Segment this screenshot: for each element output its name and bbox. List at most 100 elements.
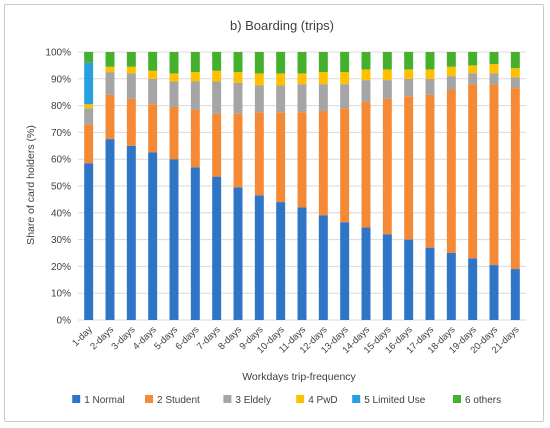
bar-segment — [318, 215, 328, 320]
bar-segment — [489, 265, 499, 320]
x-tick-labels: 1-day2-days3-days4-days5-days6-days7-day… — [70, 324, 521, 356]
bar-segment — [190, 72, 200, 82]
bar-segment — [382, 80, 392, 99]
bar-segment — [169, 106, 179, 160]
bar-segment — [276, 52, 286, 74]
legend-swatch — [352, 395, 361, 403]
bar-segment — [212, 176, 222, 320]
bar-segment — [510, 269, 520, 320]
bar-segment — [148, 70, 158, 79]
bar-segment — [105, 139, 115, 320]
bar-segment — [340, 72, 350, 85]
bar-segment — [190, 109, 200, 168]
bar-segment — [254, 195, 264, 320]
bar-segment — [190, 81, 200, 110]
bar-segment — [318, 84, 328, 111]
bar-segment — [233, 52, 243, 73]
y-tick-label: 10% — [51, 289, 71, 300]
bar-segment — [276, 202, 286, 320]
legend-label: 1 Normal — [84, 395, 125, 406]
bar-segment — [340, 52, 350, 73]
y-tick-label: 60% — [51, 155, 71, 166]
bar-segment — [212, 52, 222, 71]
bar-segment — [510, 52, 520, 69]
bar-segment — [425, 69, 435, 79]
bar-segment — [446, 66, 456, 77]
bar-segment — [169, 81, 179, 107]
bar-segment — [84, 124, 94, 164]
bar-segment — [233, 82, 243, 114]
bar-segment — [361, 101, 371, 228]
bar-segment — [169, 159, 179, 320]
bar-segment — [468, 84, 478, 259]
bar-segment — [425, 52, 435, 70]
bar-segment — [254, 52, 264, 74]
bar-segment — [105, 66, 115, 73]
y-tick-label: 50% — [51, 182, 71, 193]
bar-segment — [382, 98, 392, 235]
bar-segment — [212, 70, 222, 82]
bar-segment — [276, 112, 286, 203]
bar-segment — [318, 52, 328, 73]
bar-segment — [84, 62, 94, 105]
bar-segment — [510, 68, 520, 78]
bar-segment — [510, 77, 520, 89]
bar-segment — [446, 76, 456, 90]
bar-segment — [254, 85, 264, 113]
bar-segment — [468, 73, 478, 85]
bar-segment — [233, 187, 243, 320]
bar-segment — [169, 73, 179, 82]
bar-segment — [84, 163, 94, 320]
bar-segment — [340, 108, 350, 223]
bar-segment — [105, 52, 115, 67]
bar-segment — [404, 69, 414, 79]
legend-label: 5 Limited Use — [364, 395, 426, 406]
bar-segment — [212, 113, 222, 177]
y-tick-label: 40% — [51, 208, 71, 219]
bar-segment — [254, 73, 264, 86]
y-tick-labels: 0% 10% 20% 30% 40% 50% 60% 70% 80% 90% 100% — [45, 48, 71, 327]
bar-segment — [169, 52, 179, 74]
bar-segment — [190, 167, 200, 320]
bar-segment — [148, 78, 158, 105]
bar-segment — [425, 78, 435, 95]
y-tick-label: 20% — [51, 262, 71, 273]
bar-segment — [404, 52, 414, 70]
y-axis-label: Share of card holders (%) — [25, 125, 37, 245]
bar-segment — [425, 94, 435, 248]
bar-segment — [105, 72, 115, 95]
bar-segment — [489, 52, 499, 65]
bar-segment — [404, 96, 414, 240]
bar-segment — [446, 89, 456, 254]
bar-segment — [510, 88, 520, 270]
y-tick-label: 90% — [51, 74, 71, 85]
bar-segment — [126, 98, 136, 146]
bar-segment — [382, 69, 392, 81]
bar-segment — [361, 52, 371, 70]
bar-segment — [361, 69, 371, 81]
bar-segment — [468, 52, 478, 66]
bar-segment — [84, 104, 94, 109]
bar-segment — [148, 104, 158, 153]
bar-segment — [276, 73, 286, 86]
bar-segment — [276, 85, 286, 113]
bar-segment — [468, 258, 478, 320]
bars — [84, 52, 520, 320]
bar-segment — [489, 73, 499, 85]
x-axis-label: Workdays trip-frequency — [242, 371, 356, 383]
bar-segment — [254, 112, 264, 196]
legend: 1 Normal 2 Student 3 Eldely 4 PwD 5 Limited … — [72, 395, 501, 406]
bar-segment — [297, 73, 307, 85]
bar-segment — [297, 112, 307, 208]
bar-segment — [148, 52, 158, 71]
bar-segment — [489, 84, 499, 266]
bar-segment — [84, 108, 94, 125]
bar-segment — [126, 66, 136, 74]
y-tick-label: 100% — [45, 48, 71, 59]
bar-segment — [318, 110, 328, 216]
bar-segment — [340, 84, 350, 109]
bar-segment — [233, 113, 243, 188]
bar-segment — [340, 222, 350, 320]
bar-segment — [361, 227, 371, 320]
